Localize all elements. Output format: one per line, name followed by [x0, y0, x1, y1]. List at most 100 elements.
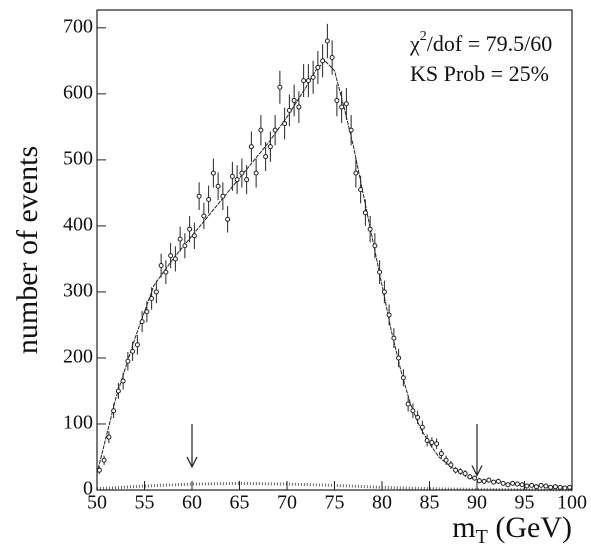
data-point — [106, 434, 112, 440]
data-point — [552, 484, 558, 490]
data-point — [182, 243, 188, 249]
data-point — [453, 467, 459, 473]
data-point — [339, 104, 345, 110]
x-label-main: m — [452, 511, 475, 544]
x-axis-label: mT (GeV) — [452, 511, 572, 548]
y-tick-label: 0 — [83, 478, 93, 500]
data-point — [196, 193, 202, 199]
data-point — [457, 469, 463, 475]
data-point — [163, 269, 169, 275]
data-point — [168, 253, 174, 259]
data-point — [144, 309, 150, 315]
data-point — [125, 358, 131, 364]
data-point — [320, 58, 326, 64]
data-point — [329, 55, 335, 61]
data-point — [400, 375, 406, 381]
fit-curve — [96, 60, 573, 488]
data-point — [510, 480, 516, 486]
data-point — [429, 439, 435, 445]
data-point — [153, 289, 159, 295]
annotation-ks: KS Prob = 25% — [410, 61, 549, 86]
data-point — [96, 467, 102, 473]
data-point — [253, 170, 259, 176]
y-axis-label: number of events — [11, 146, 44, 354]
annotation-chi2: χ2/dof = 79.5/60 — [409, 29, 552, 56]
data-point — [343, 101, 349, 107]
data-point — [282, 121, 288, 127]
y-tick-label: 100 — [63, 412, 93, 434]
data-point — [410, 408, 416, 414]
data-point — [201, 213, 207, 219]
data-point — [362, 210, 368, 216]
x-label-unit: (GeV) — [488, 511, 572, 544]
data-point — [120, 378, 126, 384]
y-tick-label: 400 — [63, 213, 93, 235]
cut-arrow-head — [471, 465, 483, 477]
data-point — [405, 401, 411, 407]
data-point — [130, 348, 136, 354]
x-tick-label: 75 — [325, 492, 345, 514]
chi: χ — [409, 31, 420, 56]
x-tick-label: 60 — [182, 492, 202, 514]
data-point — [244, 177, 250, 183]
data-point — [277, 84, 283, 90]
data-point — [267, 144, 273, 150]
data-point — [187, 226, 193, 232]
x-tick-label: 90 — [467, 492, 487, 514]
x-tick-label: 80 — [372, 492, 392, 514]
data-point — [462, 470, 468, 476]
data-point — [139, 319, 145, 325]
data-point — [353, 170, 359, 176]
data-point — [443, 457, 449, 463]
data-point — [557, 484, 563, 490]
data-point — [172, 256, 178, 262]
data-point — [367, 226, 373, 232]
data-point — [134, 342, 140, 348]
data-point — [291, 97, 297, 103]
y-tick-label: 200 — [63, 346, 93, 368]
data-point — [448, 462, 454, 468]
data-point — [434, 441, 440, 447]
x-label-sub: T — [476, 526, 488, 548]
x-tick-label: 65 — [230, 492, 250, 514]
x-tick-label: 50 — [87, 492, 107, 514]
data-point — [111, 408, 117, 414]
data-point — [229, 173, 235, 179]
data-point — [396, 355, 402, 361]
data-point — [315, 64, 321, 70]
data-point — [115, 388, 121, 394]
data-point — [500, 480, 506, 486]
data-point — [334, 97, 340, 103]
data-point — [272, 127, 278, 133]
data-point — [472, 475, 478, 481]
data-point — [101, 457, 107, 463]
x-tick-label: 85 — [420, 492, 440, 514]
data-point — [158, 263, 164, 269]
data-point — [391, 335, 397, 341]
data-point — [481, 478, 487, 484]
data-point — [524, 483, 530, 489]
chi-rest: /dof = 79.5/60 — [427, 31, 552, 56]
data-point — [286, 107, 292, 113]
data-point — [234, 177, 240, 183]
data-point — [467, 474, 473, 480]
data-point — [210, 170, 216, 176]
data-point — [529, 482, 535, 488]
data-point — [495, 478, 501, 484]
data-point — [377, 269, 383, 275]
data-point — [505, 482, 511, 488]
background-curve — [96, 481, 573, 492]
y-tick-label: 700 — [63, 15, 93, 37]
data-point — [491, 479, 497, 485]
data-point — [543, 483, 549, 489]
data-point — [191, 233, 197, 239]
x-tick-label: 55 — [135, 492, 155, 514]
data-point — [519, 482, 525, 488]
x-tick-label: 100 — [557, 492, 587, 514]
y-tick-label: 300 — [63, 280, 93, 302]
data-point — [514, 481, 520, 487]
data-point — [381, 289, 387, 295]
data-point — [533, 484, 539, 490]
data-point — [324, 38, 330, 44]
